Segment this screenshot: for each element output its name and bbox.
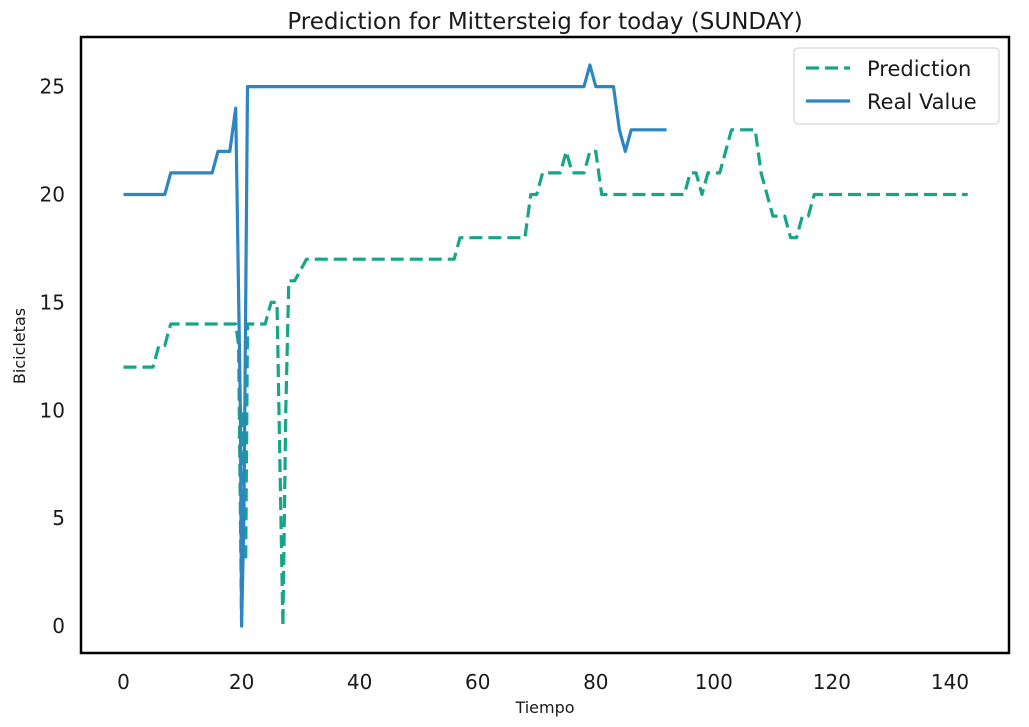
legend-label-real-value: Real Value <box>867 90 977 114</box>
y-tick-label: 10 <box>40 398 65 422</box>
y-tick-label: 25 <box>40 75 65 99</box>
y-axis-label: Bicicletas <box>10 308 29 384</box>
x-axis-ticks: 0 20 40 60 80 100 120 140 <box>117 670 969 694</box>
x-tick-label: 20 <box>229 670 254 694</box>
x-tick-label: 100 <box>695 670 733 694</box>
y-tick-label: 5 <box>52 506 65 530</box>
y-tick-label: 0 <box>52 614 65 638</box>
y-axis-ticks: 0 5 10 15 20 25 <box>40 75 65 638</box>
series-layer <box>123 63 968 628</box>
x-tick-label: 40 <box>347 670 372 694</box>
plot-frame <box>79 35 1011 655</box>
x-tick-label: 80 <box>583 670 608 694</box>
x-axis-label: Tiempo <box>514 698 574 717</box>
series-line-real-value <box>123 63 667 628</box>
x-tick-label: 120 <box>813 670 851 694</box>
x-tick-label: 0 <box>117 670 130 694</box>
legend-label-prediction: Prediction <box>867 57 971 81</box>
y-tick-label: 15 <box>40 290 65 314</box>
x-tick-label: 140 <box>931 670 969 694</box>
y-tick-label: 20 <box>40 183 65 207</box>
series-line-prediction <box>123 128 968 628</box>
chart-title: Prediction for Mittersteig for today (SU… <box>287 9 802 35</box>
x-tick-label: 60 <box>465 670 490 694</box>
legend: Prediction Real Value <box>793 47 1000 125</box>
